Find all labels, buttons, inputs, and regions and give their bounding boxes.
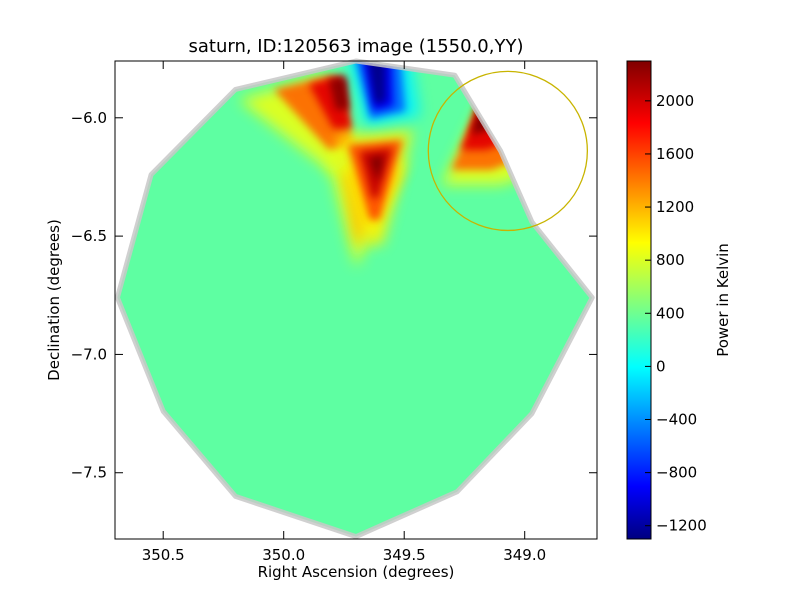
y-tick-label: −7.5	[71, 464, 107, 482]
footprint-edge	[114, 58, 595, 540]
colorbar-label: Power in Kelvin	[714, 243, 732, 357]
colorbar-tick-label: 0	[656, 357, 666, 375]
colorbar: −1200 −800 −400 0 400 800 1200 1600 2000 Power i…	[626, 60, 732, 540]
source-circle	[427, 70, 589, 232]
x-axis: 350.5 350.0 349.5 349.0	[142, 61, 546, 564]
plot-area: 350.5 350.0 349.5 349.0 −6.0 −6.5 −7.0 −7.5	[71, 58, 598, 564]
y-axis-label: Declination (degrees)	[45, 219, 63, 381]
feature-max-top	[238, 74, 354, 175]
colorbar-tick-label: 2000	[656, 92, 694, 110]
colorbar-tick-label: 1600	[656, 145, 694, 163]
colorbar-gradient	[626, 60, 652, 540]
y-axis: −6.0 −6.5 −7.0 −7.5	[71, 109, 597, 482]
colorbar-ticks: −1200 −800 −400 0 400 800 1200 1600 2000	[645, 92, 707, 535]
y-tick-label: −7.0	[71, 345, 107, 363]
colorbar-tick-label: −400	[656, 411, 697, 429]
x-tick-label: 350.0	[262, 546, 305, 564]
feature-max-middle	[335, 129, 413, 245]
x-tick-label: 349.0	[503, 546, 546, 564]
colorbar-tick-label: 800	[656, 251, 685, 269]
chart-title: saturn, ID:120563 image (1550.0,YY)	[188, 36, 523, 57]
x-tick-label: 350.5	[142, 546, 185, 564]
y-tick-label: −6.0	[71, 109, 107, 127]
colorbar-tick-label: −800	[656, 464, 697, 482]
x-axis-label: Right Ascension (degrees)	[258, 563, 455, 581]
colorbar-tick-label: 400	[656, 304, 685, 322]
y-tick-label: −6.5	[71, 227, 107, 245]
axes-frame	[114, 60, 598, 540]
x-tick-label: 349.5	[383, 546, 426, 564]
colorbar-tick-label: 1200	[656, 198, 694, 216]
colorbar-tick-label: −1200	[656, 517, 707, 535]
